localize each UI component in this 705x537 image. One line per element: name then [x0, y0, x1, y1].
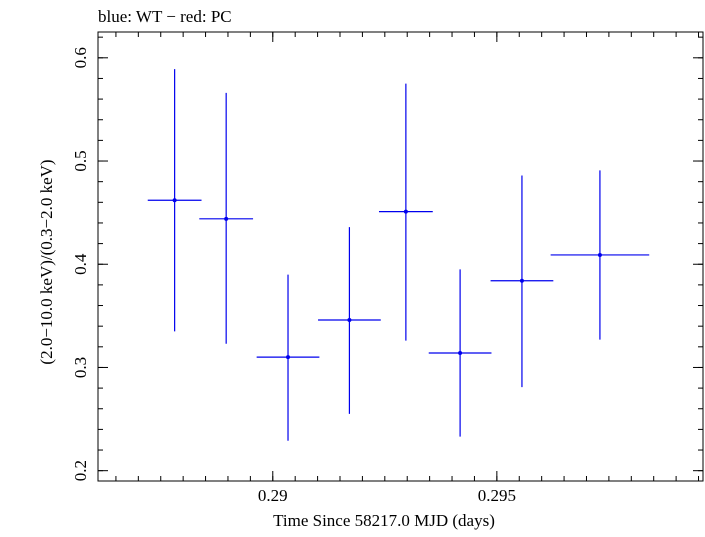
chart-title: blue: WT − red: PC — [98, 7, 232, 26]
x-tick-label: 0.295 — [478, 486, 516, 505]
plot-frame — [97, 31, 704, 482]
data-point — [550, 170, 650, 340]
y-axis-label: (2.0−10.0 keV)/(0.3−2.0 keV) — [37, 159, 56, 364]
point-marker — [597, 252, 602, 257]
y-tick-label: 0.5 — [71, 150, 90, 171]
data-marks — [147, 69, 650, 441]
data-point — [256, 274, 320, 441]
axis-tick-labels: 0.29 0.295 0.2 0.3 0.4 0.5 0.6 — [71, 47, 516, 505]
point-marker — [347, 317, 352, 322]
x-axis-label: Time Since 58217.0 MJD (days) — [273, 511, 495, 530]
x-tick-label: 0.29 — [258, 486, 288, 505]
point-marker — [458, 351, 463, 356]
point-marker — [519, 278, 524, 283]
y-tick-label: 0.4 — [71, 253, 90, 275]
point-marker — [224, 216, 229, 221]
y-tick-label: 0.2 — [71, 460, 90, 481]
data-point — [147, 69, 202, 332]
axis-ticks — [98, 32, 703, 481]
data-point — [490, 175, 554, 388]
point-marker — [403, 209, 408, 214]
data-point — [199, 92, 254, 344]
point-marker — [172, 198, 177, 203]
data-point — [428, 269, 492, 437]
y-tick-label: 0.3 — [71, 357, 90, 378]
data-point — [378, 83, 433, 341]
data-point — [318, 227, 381, 414]
point-marker — [286, 355, 291, 360]
y-tick-label: 0.6 — [71, 47, 90, 68]
